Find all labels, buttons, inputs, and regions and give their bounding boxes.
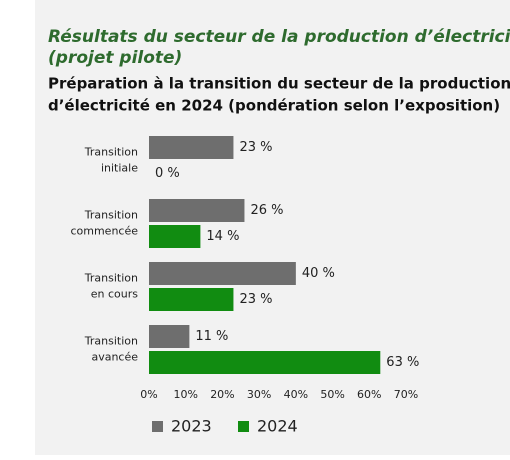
x-tick-label: 50%: [320, 388, 344, 401]
y-tick-label: commencée: [70, 225, 138, 238]
y-tick-label: en cours: [91, 288, 139, 301]
y-tick-label: Transition: [84, 335, 138, 348]
bar: [149, 288, 234, 311]
value-label: 40 %: [302, 266, 335, 281]
x-tick-label: 0%: [140, 388, 157, 401]
bar: [149, 136, 234, 159]
legend-swatch: [152, 421, 163, 432]
bar: [149, 351, 381, 374]
x-tick-label: 10%: [173, 388, 197, 401]
bar: [149, 225, 201, 248]
bar: [149, 262, 296, 285]
chart-subtitle: Préparation à la transition du secteur d…: [48, 75, 510, 93]
value-label: 63 %: [386, 355, 419, 370]
x-tick-label: 40%: [284, 388, 308, 401]
x-tick-label: 70%: [394, 388, 418, 401]
y-tick-label: Transition: [84, 146, 138, 159]
chart-title: (projet pilote): [48, 48, 182, 68]
y-tick-label: initiale: [101, 162, 138, 175]
y-tick-label: Transition: [84, 209, 138, 222]
y-tick-label: avancée: [91, 351, 138, 364]
chart-title: Résultats du secteur de la production d’…: [48, 27, 510, 47]
bar: [149, 325, 190, 348]
value-label: 26 %: [250, 203, 283, 218]
legend-label: 2024: [257, 417, 298, 436]
legend-swatch: [238, 421, 249, 432]
value-label: 14 %: [206, 229, 239, 244]
bar: [149, 199, 245, 222]
x-tick-label: 60%: [357, 388, 381, 401]
x-tick-label: 30%: [247, 388, 271, 401]
legend-label: 2023: [171, 417, 212, 436]
value-label: 11 %: [195, 329, 228, 344]
y-tick-label: Transition: [84, 272, 138, 285]
panel: [35, 0, 510, 455]
chart-subtitle: d’électricité en 2024 (pondération selon…: [48, 97, 500, 115]
value-label: 23 %: [239, 292, 272, 307]
value-label: 23 %: [239, 140, 272, 155]
x-tick-label: 20%: [210, 388, 234, 401]
value-label: 0 %: [155, 166, 180, 181]
